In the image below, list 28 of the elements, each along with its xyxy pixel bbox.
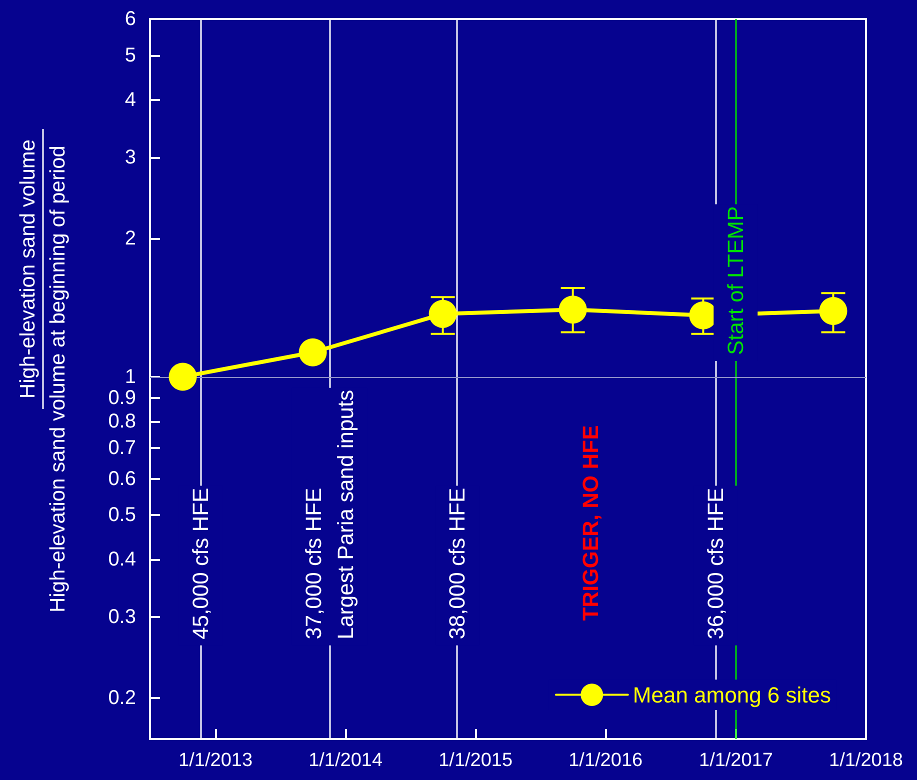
ref-line-label: 45,000 cfs HFE <box>188 488 214 640</box>
y-tick-label: 0.2 <box>108 687 136 710</box>
ref-line-label: 36,000 cfs HFE <box>703 488 728 640</box>
y-tick-label: 4 <box>124 88 136 111</box>
y-tick-label: 0.6 <box>108 468 136 490</box>
y-tick-label: 0.4 <box>108 548 136 571</box>
x-tick-label: 1/1/2017 <box>698 750 773 771</box>
y-tick-label: 0.9 <box>108 386 136 409</box>
y-axis-title: High-elevation sand volume High-elevation sand volume at beginning of period <box>16 139 70 612</box>
ref-line-label: 38,000 cfs HFE <box>444 488 470 640</box>
ref-line-label: 37,000 cfs HFE Largest Paria sand inputs <box>301 390 358 640</box>
y-tick-label: 3 <box>124 146 136 168</box>
y-tick-label: 0.3 <box>108 606 136 628</box>
y-tick-label: 6 <box>124 8 136 30</box>
ref-line-label: Start of LTEMP <box>723 206 748 355</box>
y-tick-label: 2 <box>124 227 136 250</box>
x-tick-label: 1/1/2016 <box>568 750 643 771</box>
y-tick-label: 5 <box>124 44 136 66</box>
y-tick-label: 0.8 <box>108 410 136 432</box>
y-tick-label: 0.7 <box>108 437 136 459</box>
y-tick-label: 0.5 <box>108 504 136 526</box>
x-tick-label: 1/1/2015 <box>438 750 513 771</box>
x-tick-label: 1/1/2014 <box>308 750 383 771</box>
x-tick-label: 1/1/2018 <box>829 750 903 771</box>
annotation: TRIGGER, NO HFE <box>578 425 603 621</box>
legend-label: Mean among 6 sites <box>632 682 831 708</box>
y-tick-label: 1 <box>124 366 136 388</box>
x-tick-label: 1/1/2013 <box>178 750 253 771</box>
